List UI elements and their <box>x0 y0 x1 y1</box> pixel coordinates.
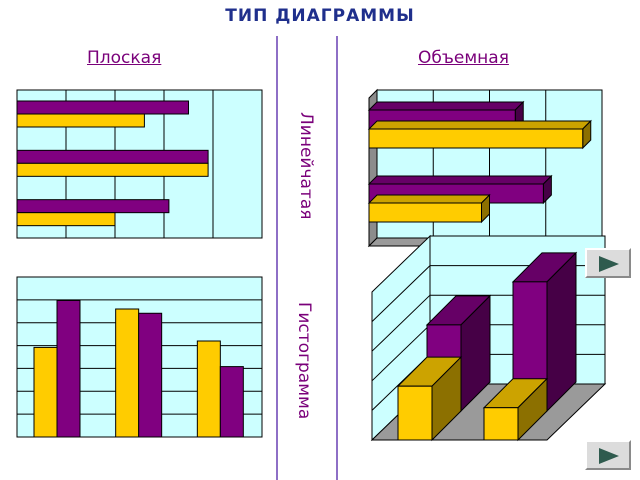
bar-3d-yellow-2 <box>368 202 482 223</box>
column-3d-yellow-2 <box>483 407 519 441</box>
divider-line-right <box>336 36 338 480</box>
bar-flat-purple-2 <box>16 149 209 164</box>
bar-3d-top-purple-2 <box>367 175 553 185</box>
play-triangle-icon <box>599 256 619 272</box>
bar-flat-yellow-1 <box>16 113 145 128</box>
bar-flat-yellow-2 <box>16 162 209 177</box>
bar-3d-top-yellow-2 <box>367 194 491 204</box>
column-flat-yellow-1 <box>33 346 58 438</box>
play-triangle-icon <box>599 448 619 464</box>
column-title-flat: Плоская <box>87 48 162 68</box>
bar-flat-purple-3 <box>16 199 170 214</box>
column-flat-purple-1 <box>56 299 81 438</box>
bar-3d-yellow-1 <box>368 128 584 149</box>
next-button-top[interactable] <box>585 248 631 278</box>
row-title-linear: Линейчатая <box>296 112 316 220</box>
column-title-3d: Объемная <box>418 48 509 68</box>
gridline <box>371 324 431 382</box>
page-title: ТИП ДИАГРАММЫ <box>225 6 415 26</box>
column-3d-yellow-1 <box>397 385 433 441</box>
bar-flat-purple-1 <box>16 100 189 115</box>
column-flat-yellow-2 <box>115 308 140 438</box>
next-button-bottom[interactable] <box>585 440 631 470</box>
gridline <box>371 294 431 352</box>
row-title-histogram: Гистограмма <box>294 302 314 420</box>
gridline <box>371 265 431 322</box>
column-flat-purple-3 <box>219 366 244 438</box>
bar-flat-yellow-3 <box>16 212 116 227</box>
divider-line-left <box>276 36 278 480</box>
bar-3d-top-purple-1 <box>367 101 525 111</box>
bar-3d-top-yellow-1 <box>367 120 592 130</box>
column-flat-purple-2 <box>138 312 163 438</box>
column-flat-yellow-3 <box>196 340 221 438</box>
